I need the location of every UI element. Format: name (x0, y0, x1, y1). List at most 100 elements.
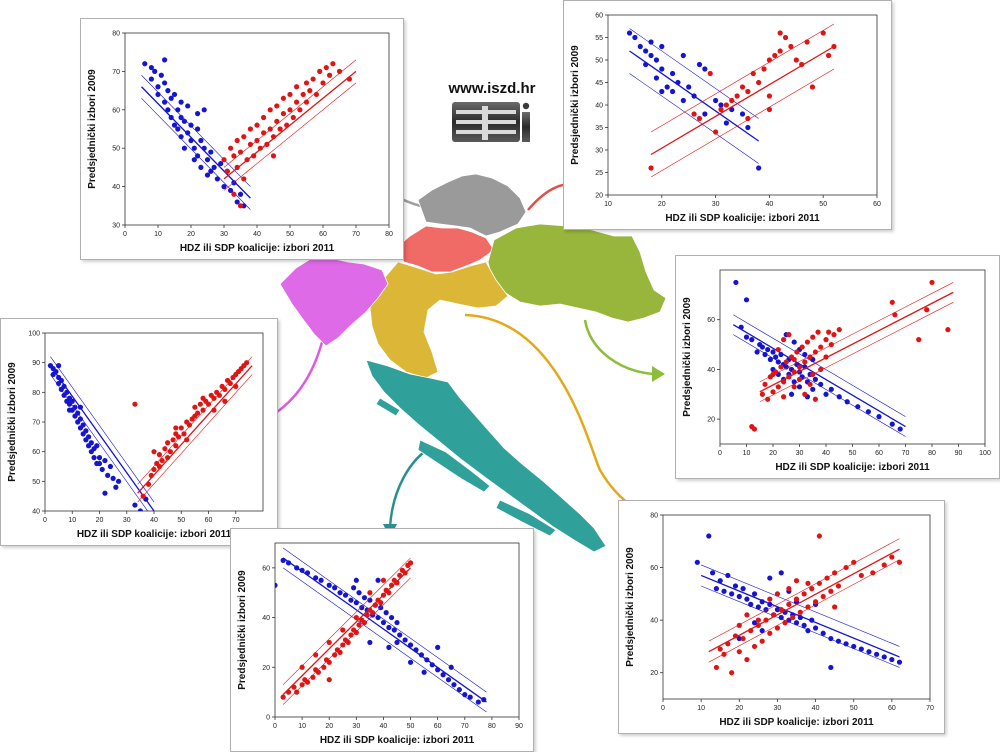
fit-line-hdz (282, 557, 487, 703)
data-point-sdp (945, 327, 951, 333)
data-point-sdp (162, 446, 168, 452)
data-point-sdp (786, 586, 792, 592)
data-point-sdp (807, 381, 813, 387)
y-tick-label: 20 (707, 417, 715, 424)
x-tick-label: 50 (407, 723, 415, 730)
data-point-hdz (155, 84, 161, 90)
data-point-hdz (802, 351, 808, 358)
ci-band-upper-hdz (141, 75, 251, 187)
data-point-sdp (707, 70, 713, 77)
data-point-hdz (475, 699, 481, 705)
map-regions (279, 173, 667, 553)
data-point-hdz (851, 643, 857, 650)
data-point-sdp (407, 560, 414, 566)
data-point-hdz (866, 649, 872, 655)
data-point-sdp (783, 359, 789, 365)
data-point-sdp (221, 157, 227, 163)
y-tick-label: 60 (595, 13, 603, 20)
x-tick-label: 50 (177, 517, 185, 524)
data-point-hdz (664, 84, 670, 90)
data-point-sdp (820, 30, 826, 36)
y-tick-label: 90 (32, 360, 40, 367)
data-point-sdp (774, 591, 781, 597)
data-point-hdz (626, 30, 633, 36)
data-point-hdz (739, 111, 746, 117)
y-axis-label: Predsjednički izbori 2009 (237, 570, 248, 690)
data-point-sdp (815, 329, 821, 335)
data-point-sdp (761, 66, 767, 72)
data-point-sdp (224, 168, 230, 174)
data-point-hdz (96, 455, 103, 461)
x-tick-label: 70 (232, 517, 240, 524)
data-point-hdz (110, 475, 116, 481)
data-point-sdp (799, 344, 805, 350)
data-point-hdz (686, 84, 692, 90)
y-tick-label: 20 (650, 670, 658, 677)
data-point-hdz (386, 624, 392, 631)
data-point-sdp (929, 279, 935, 286)
data-point-hdz (791, 339, 797, 345)
data-point-sdp (274, 118, 280, 124)
region-gold (369, 261, 509, 379)
data-point-hdz (835, 638, 842, 644)
x-tick-label: 50 (850, 705, 858, 712)
data-point-sdp (356, 622, 362, 628)
fit-line-sdp (650, 45, 835, 156)
data-point-sdp (802, 359, 808, 365)
x-tick-label: 40 (150, 517, 158, 524)
data-point-sdp (772, 52, 778, 59)
data-point-hdz (188, 122, 194, 128)
data-point-sdp (241, 176, 247, 182)
data-point-sdp (745, 115, 751, 122)
data-point-hdz (397, 632, 403, 638)
data-point-sdp (200, 407, 206, 413)
region-teal-islands (375, 397, 557, 537)
data-point-hdz (435, 644, 441, 650)
data-point-hdz (175, 126, 181, 132)
x-tick-label: 70 (461, 723, 469, 730)
data-point-hdz (102, 490, 108, 496)
data-point-sdp (826, 329, 832, 335)
data-point-sdp (237, 203, 244, 209)
data-point-hdz (770, 349, 776, 355)
data-point-hdz (53, 368, 59, 375)
data-point-hdz (165, 107, 171, 113)
fit-line-sdp (223, 70, 357, 180)
data-point-hdz (659, 43, 665, 50)
data-point-sdp (241, 134, 247, 140)
x-axis-label: HDZ ili SDP koalicije: izbori 2011 (77, 529, 232, 540)
data-point-sdp (734, 93, 740, 99)
data-point-hdz (211, 164, 217, 170)
ci-band-upper-sdp (282, 557, 411, 685)
data-point-sdp (367, 590, 373, 596)
data-point-sdp (818, 366, 824, 373)
x-tick-label: 60 (888, 705, 896, 712)
data-point-hdz (896, 659, 903, 665)
data-point-hdz (115, 478, 122, 484)
data-point-sdp (222, 398, 228, 404)
y-tick-label: 0 (266, 715, 270, 722)
data-point-sdp (648, 165, 654, 171)
data-point-hdz (749, 337, 755, 343)
data-point-sdp (809, 586, 815, 592)
data-point-hdz (881, 654, 887, 660)
y-tick-label: 20 (262, 665, 270, 672)
x-axis-label: HDZ ili SDP koalicije: izbori 2011 (180, 243, 335, 254)
data-point-sdp (247, 126, 253, 132)
region-magenta (279, 257, 389, 347)
data-point-sdp (315, 669, 321, 675)
data-point-sdp (816, 580, 822, 586)
data-point-sdp (327, 72, 333, 78)
region-teal (365, 359, 607, 553)
data-point-hdz (181, 145, 187, 151)
data-point-hdz (653, 57, 660, 63)
data-point-hdz (191, 145, 197, 151)
data-point-sdp (254, 122, 260, 128)
data-point-hdz (876, 414, 882, 420)
data-point-hdz (214, 176, 220, 182)
data-point-hdz (767, 356, 773, 363)
data-point-sdp (151, 466, 157, 473)
x-tick-label: 20 (769, 450, 777, 457)
data-point-hdz (713, 586, 719, 592)
data-point-sdp (778, 364, 784, 370)
